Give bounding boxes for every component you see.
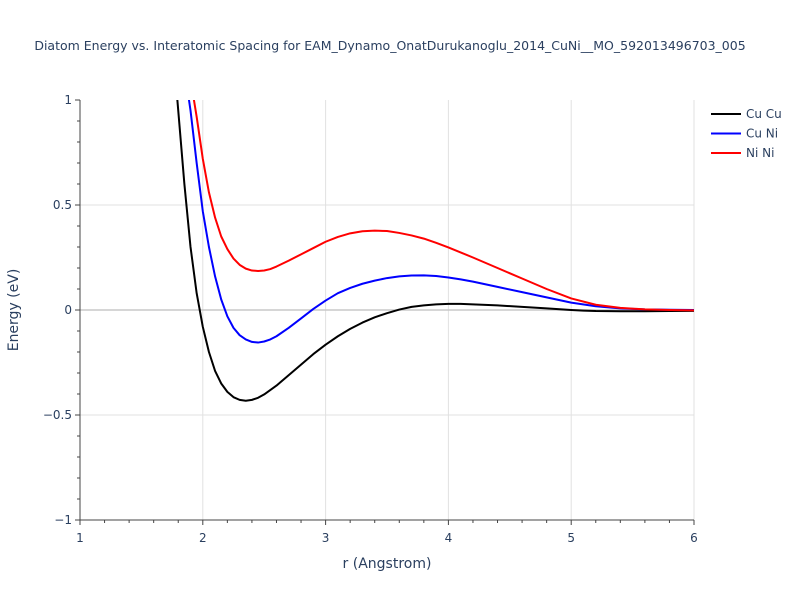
x-axis-title: r (Angstrom) <box>343 556 432 572</box>
legend-label: Cu Ni <box>746 127 778 141</box>
y-tick-label: −0.5 <box>43 408 72 422</box>
x-tick-label: 1 <box>76 531 84 545</box>
series-line-cu-cu <box>176 100 694 402</box>
legend-item-cu-ni[interactable]: Cu Ni <box>711 127 778 141</box>
x-tick-label: 3 <box>322 531 330 545</box>
legend-label: Cu Cu <box>746 107 782 121</box>
y-tick-label: −1 <box>54 513 72 527</box>
x-tick-label: 2 <box>199 531 207 545</box>
legend-item-ni-ni[interactable]: Ni Ni <box>711 146 774 160</box>
legend[interactable]: Cu Cu Cu Ni Ni Ni <box>711 107 782 160</box>
chart-title: Diatom Energy vs. Interatomic Spacing fo… <box>34 38 745 53</box>
series-lines <box>176 100 694 402</box>
legend-item-cu-cu[interactable]: Cu Cu <box>711 107 782 121</box>
x-tick-labels: 1 2 3 4 5 6 <box>76 531 698 545</box>
series-line-ni-ni <box>192 100 694 312</box>
x-tick-label: 6 <box>690 531 698 545</box>
x-tick-label: 5 <box>567 531 575 545</box>
series-line-cu-ni <box>187 100 694 344</box>
axes <box>75 99 695 525</box>
y-tick-labels: −1 −0.5 0 0.5 1 <box>43 93 72 527</box>
y-tick-label: 1 <box>64 93 72 107</box>
legend-label: Ni Ni <box>746 146 774 160</box>
y-tick-label: 0.5 <box>53 198 72 212</box>
x-tick-label: 4 <box>445 531 453 545</box>
y-axis-title: Energy (eV) <box>6 269 22 352</box>
y-tick-label: 0 <box>64 303 72 317</box>
